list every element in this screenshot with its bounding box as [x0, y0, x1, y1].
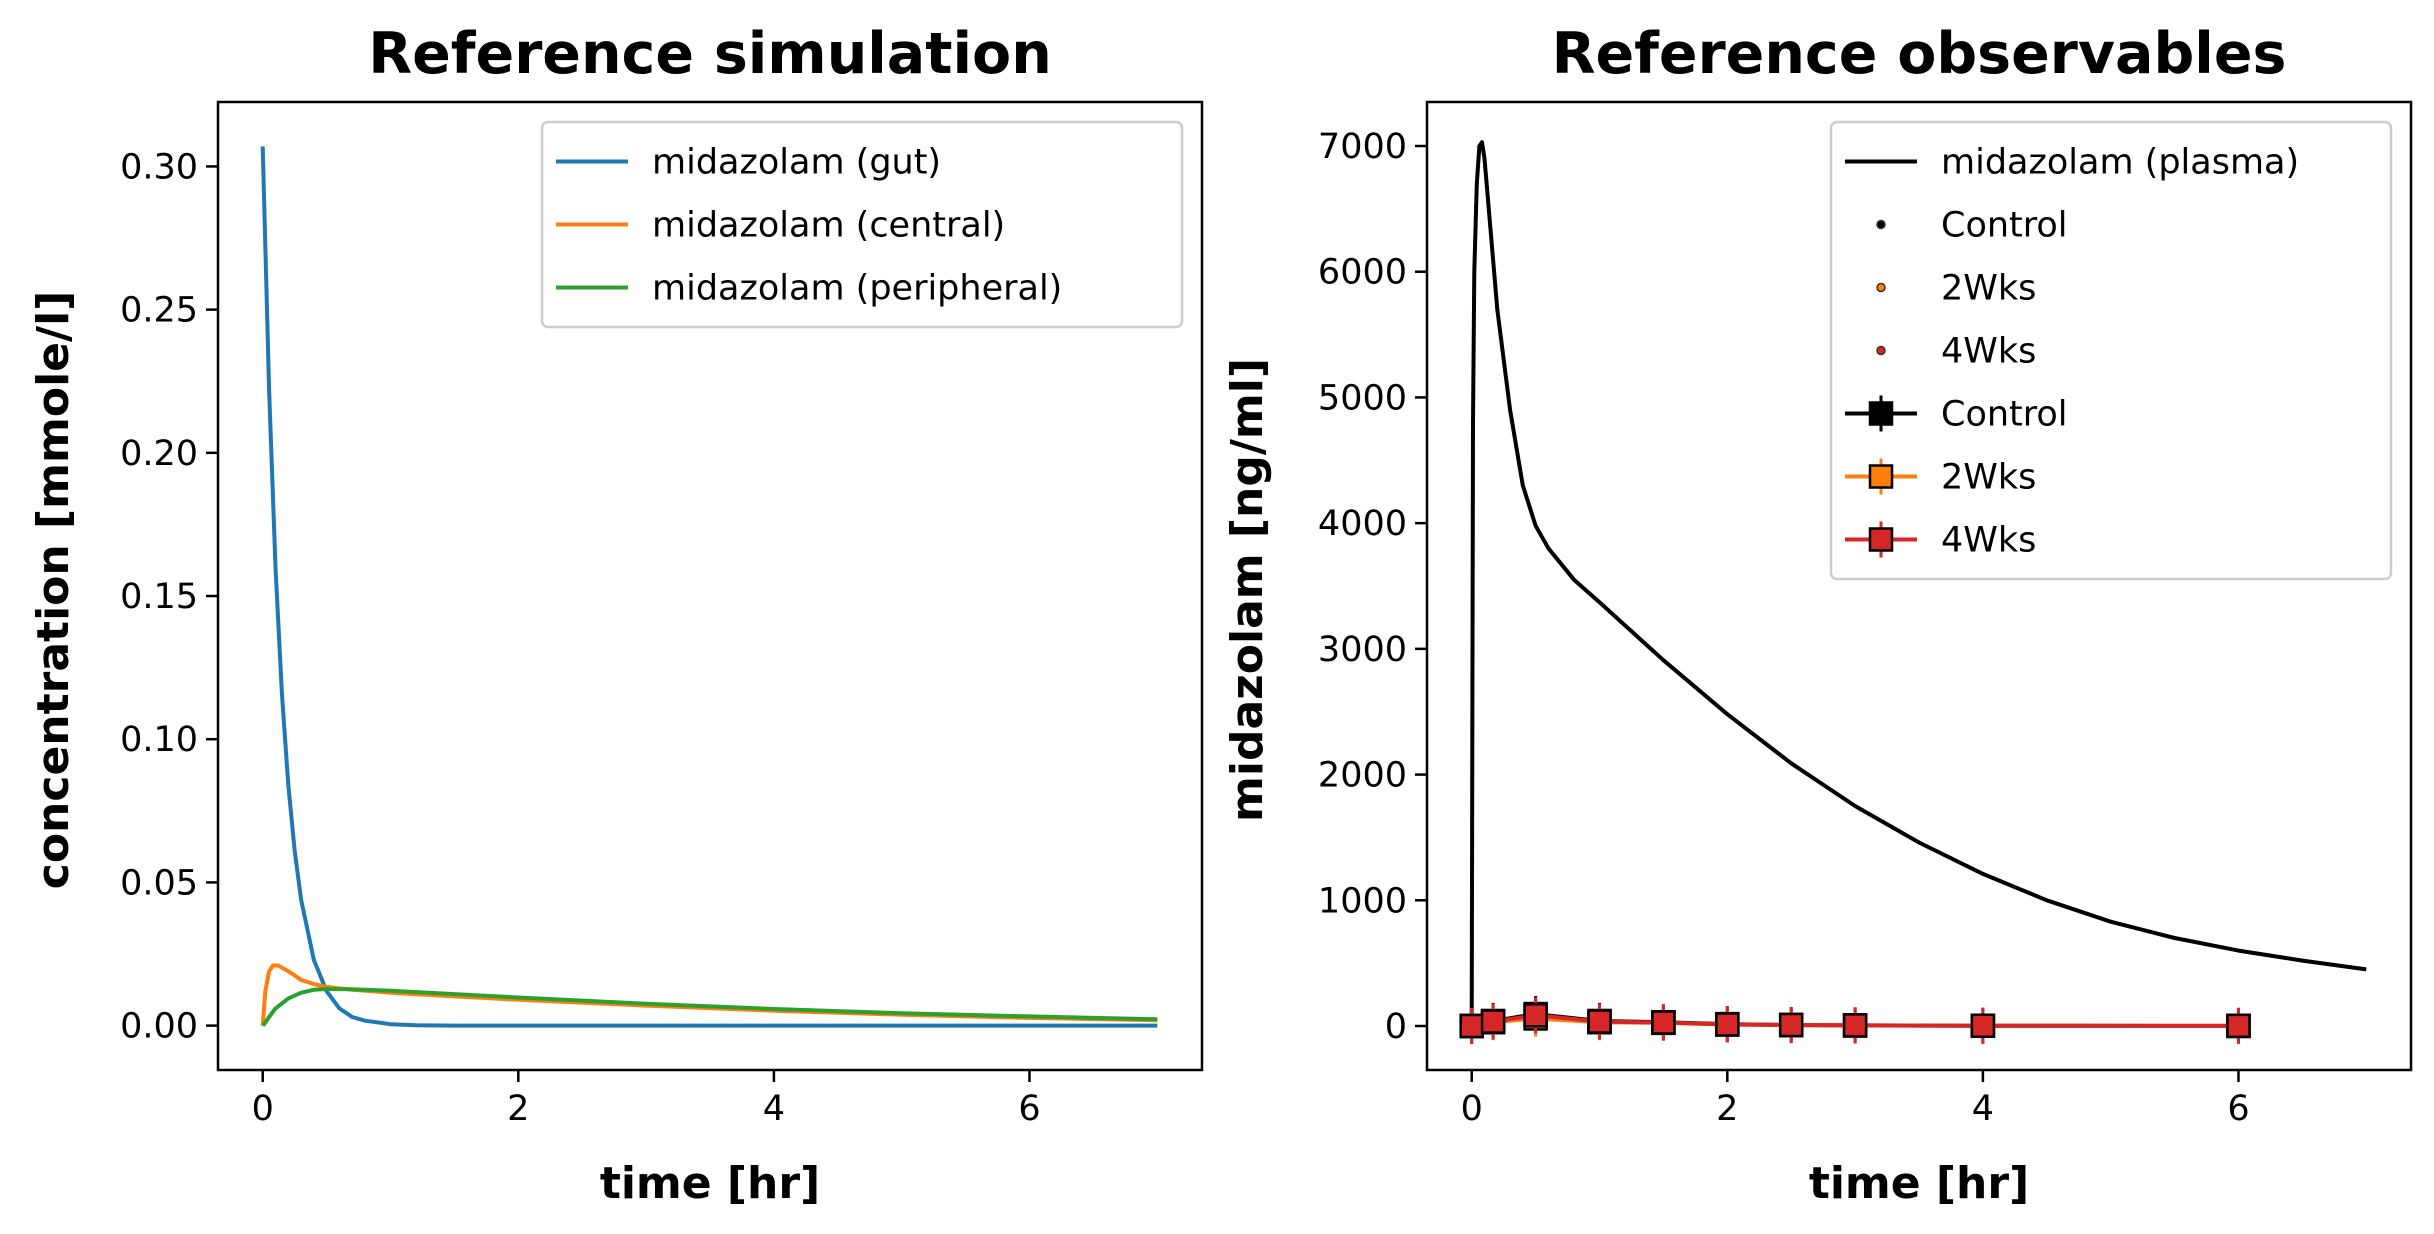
x-tick-label: 2 — [1716, 1089, 1738, 1129]
y-tick-label: 1000 — [1318, 881, 1407, 921]
legend-label: 2Wks — [1941, 269, 2036, 309]
x-tick-label: 6 — [1018, 1089, 1040, 1129]
data-point — [1970, 1013, 1996, 1038]
y-tick-label: 4000 — [1318, 504, 1407, 544]
legend-box — [1829, 120, 2393, 581]
y-tick-label: 0.20 — [120, 434, 198, 474]
y-tick-label: 0.00 — [120, 1007, 198, 1047]
legend-label: midazolam (gut) — [652, 143, 941, 183]
y-tick-label: 2000 — [1318, 756, 1407, 796]
y-axis-label: concentration [mmole/l] — [28, 291, 79, 890]
y-tick-label: 0.10 — [120, 720, 198, 760]
data-point — [1651, 1010, 1676, 1035]
data-point — [1523, 1003, 1548, 1028]
chart-title: Reference observables — [1552, 21, 2287, 87]
legend-label: midazolam (peripheral) — [652, 269, 1062, 309]
plot-area — [260, 146, 1158, 1028]
axes-frame — [216, 100, 1204, 1072]
tick-group: 0 2 4 6 0.00 0.05 0.10 0.15 0.20 0.25 0.30 — [120, 147, 1041, 1129]
x-tick-label: 0 — [252, 1089, 274, 1129]
legend-label: Control — [1941, 395, 2068, 435]
x-axis-label: time [hr] — [1809, 1158, 2029, 1209]
legend-handle-marker — [1868, 464, 1894, 489]
y-tick-label: 0.05 — [120, 863, 198, 903]
legend-handle-marker — [1868, 527, 1894, 552]
legend-label: 4Wks — [1941, 521, 2036, 561]
data-point — [1842, 1013, 1868, 1038]
legend-label: Control — [1941, 206, 2068, 246]
y-tick-label: 6000 — [1318, 253, 1407, 293]
legend-box — [540, 120, 1184, 329]
series-line — [261, 987, 1158, 1027]
x-tick-label: 4 — [1972, 1089, 1994, 1129]
axes-frame — [1425, 100, 2413, 1072]
legend-handle-marker — [1868, 401, 1894, 426]
plot-area — [1459, 140, 2367, 1044]
x-axis-label: time [hr] — [600, 1158, 820, 1209]
data-point — [1715, 1012, 1740, 1037]
legend: midazolam (plasma) Control 2Wks 4Wks Control… — [1829, 120, 2393, 581]
y-tick-label: 0.15 — [120, 577, 198, 617]
x-tick-label: 4 — [763, 1089, 785, 1129]
y-tick-label: 5000 — [1318, 378, 1407, 418]
tick-group: 0 2 4 6 0 1000 2000 3000 4000 5000 6000 7000 — [1318, 127, 2250, 1129]
data-point — [1459, 1013, 1484, 1039]
y-tick-label: 3000 — [1318, 630, 1407, 670]
data-point — [1778, 1012, 1804, 1038]
legend-handle — [1876, 282, 1886, 293]
y-axis-label: midazolam [ng/ml] — [1222, 358, 1273, 822]
y-tick-label: 7000 — [1318, 127, 1407, 167]
y-tick-label: 0.30 — [120, 147, 198, 187]
legend-handle — [1876, 345, 1886, 356]
series-line — [1471, 1013, 2239, 1028]
chart-title: Reference simulation — [368, 21, 1052, 87]
panel-reference-observables: Reference observables time [hr] midazola… — [1222, 21, 2413, 1209]
y-tick-label: 0 — [1385, 1007, 1407, 1047]
data-point — [2226, 1013, 2251, 1039]
panel-reference-simulation: Reference simulation time [hr] concentra… — [28, 21, 1204, 1209]
legend-label: 4Wks — [1941, 332, 2036, 372]
x-tick-label: 2 — [507, 1089, 529, 1129]
legend: midazolam (gut) midazolam (central) midazo… — [540, 120, 1184, 329]
legend-label: midazolam (plasma) — [1941, 143, 2299, 183]
series-line — [1469, 140, 2367, 1027]
data-point — [1587, 1009, 1612, 1034]
legend-handle — [1876, 219, 1886, 230]
series-line — [260, 146, 1158, 1028]
legend-label: midazolam (central) — [652, 206, 1005, 246]
x-tick-label: 0 — [1461, 1089, 1483, 1129]
x-tick-label: 6 — [2227, 1089, 2249, 1129]
data-point — [1480, 1009, 1506, 1034]
legend-label: 2Wks — [1941, 458, 2036, 498]
y-tick-label: 0.25 — [120, 291, 198, 331]
